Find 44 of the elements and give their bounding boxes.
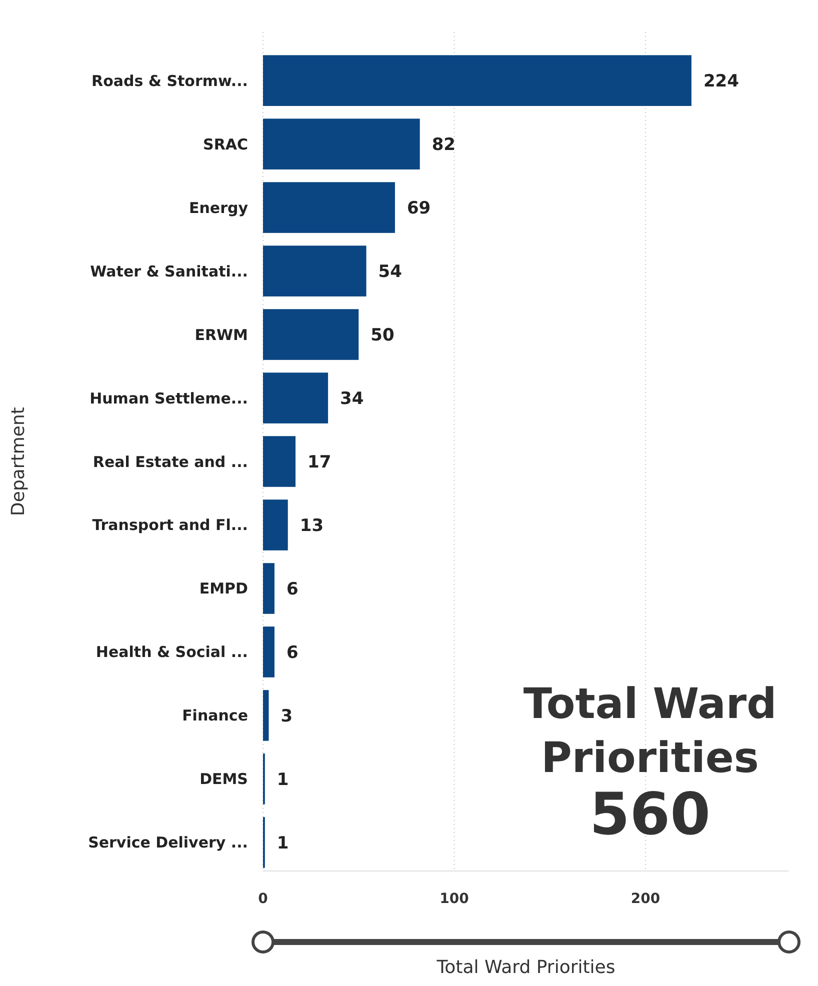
bar	[263, 436, 296, 487]
y-tick-label: Finance	[182, 706, 248, 725]
y-tick-label: Service Delivery ...	[88, 834, 248, 852]
bar	[263, 118, 420, 170]
y-tick-label: Human Settleme...	[90, 389, 248, 408]
bar	[263, 55, 692, 106]
x-tick-label: 100	[440, 891, 470, 907]
data-label: 1	[276, 770, 289, 790]
y-tick-label: Real Estate and ...	[92, 452, 248, 471]
y-tick-label: ERWM	[194, 326, 248, 344]
data-label: 13	[300, 516, 324, 536]
y-tick-label: Water & Sanitati...	[90, 262, 248, 280]
bar	[263, 246, 366, 296]
data-label: 54	[378, 262, 402, 282]
annotation: Total Ward Priorities	[523, 679, 777, 782]
data-label: 1	[276, 833, 289, 854]
data-label: 69	[406, 198, 431, 218]
data-label: 82	[432, 135, 456, 156]
bar	[263, 372, 328, 424]
bar	[263, 690, 269, 741]
y-tick-label: EMPD	[199, 580, 248, 598]
data-label: 224	[703, 72, 740, 92]
x-axis-title: Total Ward Priorities	[436, 957, 616, 978]
data-label: 17	[308, 452, 332, 472]
bar	[263, 563, 274, 614]
y-tick-label: SRAC	[203, 135, 248, 154]
y-tick-label: Transport and Fl...	[92, 516, 248, 534]
bar	[263, 309, 359, 360]
bar	[263, 626, 274, 678]
y-axis-title: Department	[8, 407, 29, 516]
bar	[263, 182, 395, 233]
y-tick-label: Energy	[188, 198, 248, 217]
x-tick-label: 0	[258, 891, 268, 907]
data-label: 3	[280, 706, 293, 726]
y-tick-label: DEMS	[200, 770, 248, 788]
data-label: 6	[286, 642, 298, 663]
annotation: 560	[589, 780, 711, 848]
data-label: 34	[340, 388, 364, 409]
x-tick-label: 200	[630, 891, 660, 907]
bar	[263, 500, 288, 550]
y-tick-label: Roads & Stormw...	[92, 72, 248, 90]
data-label: 50	[370, 325, 394, 346]
data-label: 6	[286, 579, 298, 600]
y-tick-label: Health & Social ...	[96, 643, 248, 662]
